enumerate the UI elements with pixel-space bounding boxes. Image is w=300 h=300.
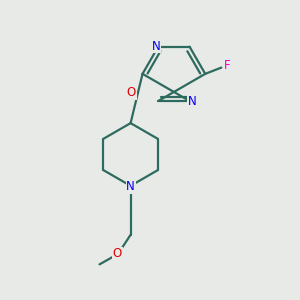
Text: O: O	[113, 248, 122, 260]
Text: N: N	[126, 180, 135, 193]
Text: F: F	[224, 59, 230, 72]
Text: N: N	[188, 95, 196, 108]
Text: O: O	[127, 86, 136, 99]
Text: N: N	[152, 40, 160, 52]
